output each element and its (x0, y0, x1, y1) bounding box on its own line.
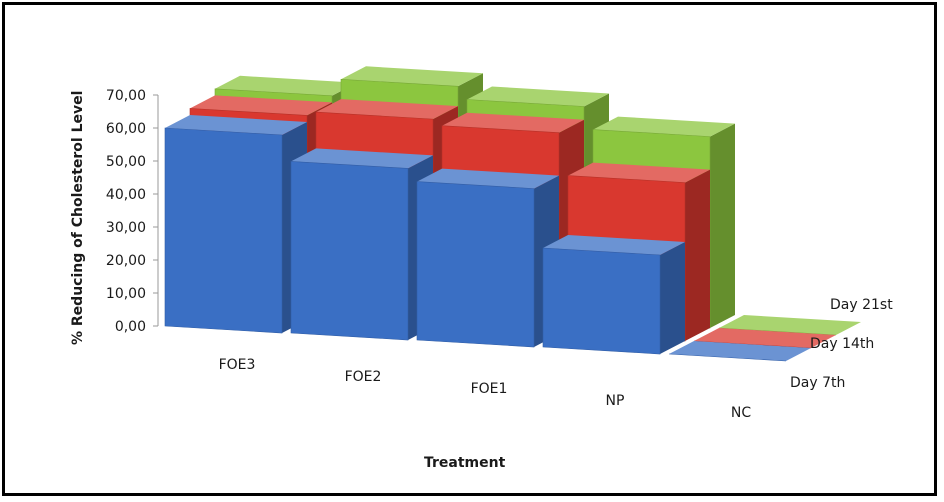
bar-front (416, 181, 535, 348)
y-tick-label: 30,00 (106, 220, 146, 236)
y-tick-label: 70,00 (106, 88, 146, 104)
bar-side (710, 123, 735, 328)
y-tick-label: 10,00 (106, 286, 146, 302)
bar-front (668, 353, 787, 362)
category-label: FOE2 (345, 369, 382, 385)
category-label: NC (731, 405, 751, 421)
bar (668, 341, 811, 362)
y-tick-label: 40,00 (106, 187, 146, 203)
category-label: FOE1 (471, 381, 508, 397)
category-label: NP (606, 393, 625, 409)
legend-label: Day 7th (790, 375, 845, 391)
y-tick-label: 20,00 (106, 253, 146, 269)
x-axis: FOE3 FOE2 FOE1 NP NC (219, 357, 752, 421)
y-axis-title: % Reducing of Cholesterol Level (70, 91, 86, 345)
y-axis: 0,00 10,00 20,00 30,00 40,00 50,00 60,00 70,00 (106, 88, 159, 335)
bar-front (290, 161, 409, 341)
plot-area (164, 66, 861, 362)
legend-label: Day 14th (810, 336, 874, 352)
series-day-7th (164, 115, 811, 362)
x-axis-title: Treatment (424, 455, 506, 471)
bar (164, 115, 307, 334)
bar-front (164, 127, 283, 334)
bar-side (660, 242, 685, 354)
bar (416, 168, 559, 348)
y-tick-label: 0,00 (115, 319, 146, 335)
y-tick-label: 60,00 (106, 121, 146, 137)
bar (542, 235, 685, 355)
y-tick-label: 50,00 (106, 154, 146, 170)
bar (290, 148, 433, 341)
legend-label: Day 21st (830, 297, 893, 313)
category-label: FOE3 (219, 357, 256, 373)
bar-side (685, 169, 710, 341)
legend: Day 7th Day 14th Day 21st (790, 297, 893, 391)
bar-front (542, 247, 661, 355)
